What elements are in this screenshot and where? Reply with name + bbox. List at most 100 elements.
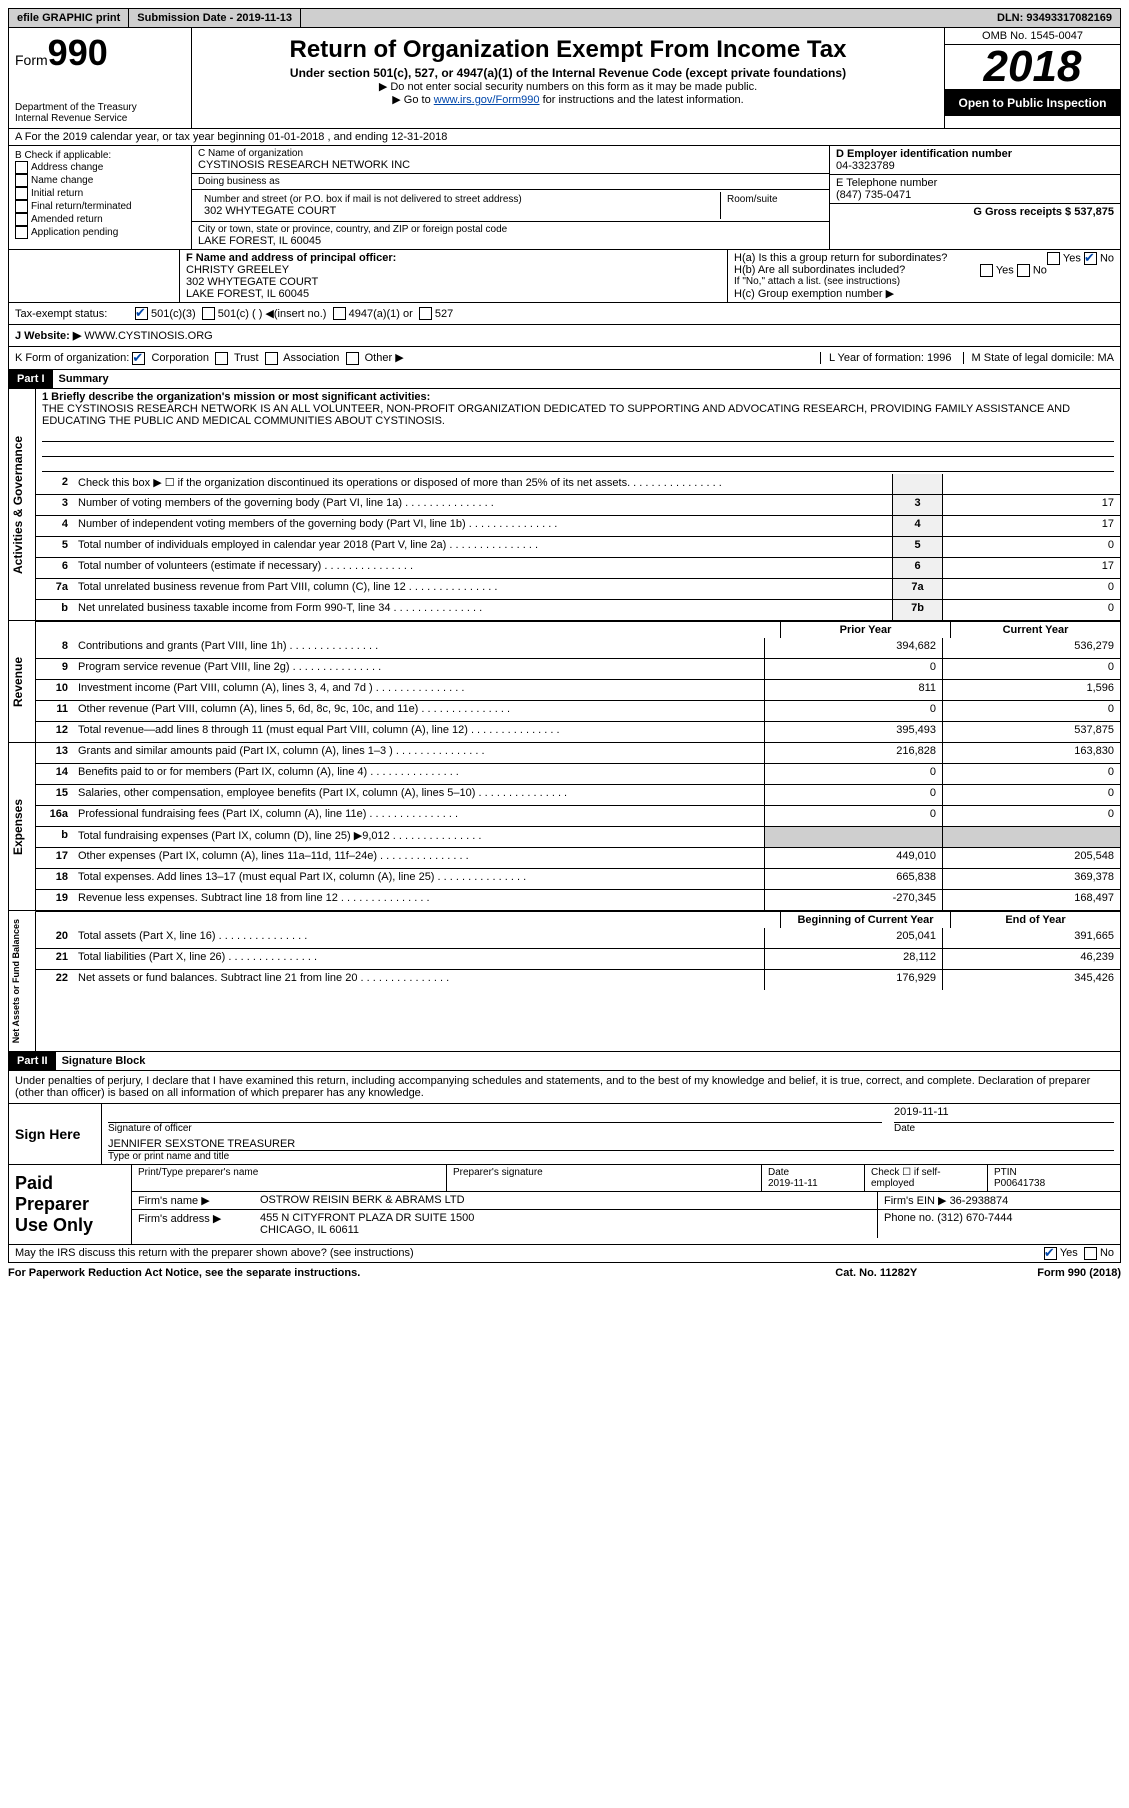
org-name: CYSTINOSIS RESEARCH NETWORK INC <box>198 159 823 171</box>
part2-title: Signature Block <box>62 1055 146 1067</box>
firm-phone: (312) 670-7444 <box>937 1212 1012 1224</box>
expenses-section: Expenses 13Grants and similar amounts pa… <box>8 743 1121 911</box>
dba-label: Doing business as <box>198 176 823 187</box>
prior-year-header: Prior Year <box>780 622 950 638</box>
room-suite-label: Room/suite <box>720 192 823 219</box>
end-year-header: End of Year <box>950 912 1120 928</box>
no-label-2: No <box>1033 264 1047 276</box>
gov-line: 5Total number of individuals employed in… <box>36 536 1120 557</box>
preparer-name-col: Print/Type preparer's name <box>132 1165 446 1191</box>
ha-yes-checkbox[interactable] <box>1047 252 1060 265</box>
preparer-date-col: Date 2019-11-11 <box>761 1165 864 1191</box>
gov-line: bNet unrelated business taxable income f… <box>36 599 1120 620</box>
irs-no-label: No <box>1100 1247 1114 1260</box>
side-activities: Activities & Governance <box>9 389 36 620</box>
notice-2: ▶ Go to www.irs.gov/Form990 for instruct… <box>198 93 938 106</box>
officer-name: CHRISTY GREELEY <box>186 264 721 276</box>
data-line: 10Investment income (Part VIII, column (… <box>36 679 1120 700</box>
side-expenses: Expenses <box>9 743 36 910</box>
address-change-checkbox[interactable] <box>15 161 28 174</box>
part1-header: Part I <box>9 370 53 388</box>
firm-addr-label: Firm's address ▶ <box>132 1210 254 1238</box>
calendar-year-row: A For the 2019 calendar year, or tax yea… <box>8 129 1121 146</box>
signature-section: Under penalties of perjury, I declare th… <box>8 1071 1121 1263</box>
current-year-header: Current Year <box>950 622 1120 638</box>
other-checkbox[interactable] <box>346 352 359 365</box>
final-return-checkbox[interactable] <box>15 200 28 213</box>
data-line: 9Program service revenue (Part VIII, lin… <box>36 658 1120 679</box>
initial-return-checkbox[interactable] <box>15 187 28 200</box>
part2-bar: Part II Signature Block <box>8 1052 1121 1071</box>
pending-label: Application pending <box>31 227 118 238</box>
data-line: 18Total expenses. Add lines 13–17 (must … <box>36 868 1120 889</box>
501c3-label: 501(c)(3) <box>151 308 196 320</box>
527-checkbox[interactable] <box>419 307 432 320</box>
state-domicile: M State of legal domicile: MA <box>963 352 1114 364</box>
section-b-label: B Check if applicable: <box>15 150 185 161</box>
h-b-note: If "No," attach a list. (see instruction… <box>734 276 1114 287</box>
form-title: Return of Organization Exempt From Incom… <box>198 36 938 64</box>
other-label: Other ▶ <box>365 352 404 364</box>
hb-yes-checkbox[interactable] <box>980 264 993 277</box>
yes-label: Yes <box>1063 252 1081 264</box>
corp-checkbox[interactable] <box>132 352 145 365</box>
sig-date-label: Date <box>894 1123 1114 1134</box>
phone-label: E Telephone number <box>836 177 1114 189</box>
sig-officer-label: Signature of officer <box>108 1123 882 1134</box>
ptin-col: PTIN P00641738 <box>987 1165 1120 1191</box>
officer-print-name: JENNIFER SEXSTONE TREASURER <box>108 1138 1114 1151</box>
name-change-checkbox[interactable] <box>15 174 28 187</box>
form-subtitle: Under section 501(c), 527, or 4947(a)(1)… <box>198 66 938 80</box>
firm-ein: 36-2938874 <box>950 1195 1009 1207</box>
cat-no: Cat. No. 11282Y <box>835 1267 917 1279</box>
street-address: 302 WHYTEGATE COURT <box>204 205 714 217</box>
firm-addr2: CHICAGO, IL 60611 <box>260 1224 871 1236</box>
submission-date: Submission Date - 2019-11-13 <box>129 9 301 27</box>
part1-bar: Part I Summary <box>8 370 1121 389</box>
identity-block: B Check if applicable: Address change Na… <box>8 146 1121 250</box>
city-value: LAKE FOREST, IL 60045 <box>198 235 823 247</box>
open-public-badge: Open to Public Inspection <box>945 90 1120 116</box>
city-label: City or town, state or province, country… <box>198 224 823 235</box>
activities-governance: Activities & Governance 1 Briefly descri… <box>8 389 1121 621</box>
firm-name-label: Firm's name ▶ <box>132 1192 254 1209</box>
pending-checkbox[interactable] <box>15 226 28 239</box>
4947-label: 4947(a)(1) or <box>349 308 413 320</box>
501c-label: 501(c) ( ) ◀(insert no.) <box>218 307 327 320</box>
data-line: 14Benefits paid to or for members (Part … <box>36 763 1120 784</box>
yes-label-2: Yes <box>996 264 1014 276</box>
name-change-label: Name change <box>31 175 93 186</box>
phone-value: (847) 735-0471 <box>836 189 1114 201</box>
perjury-decl: Under penalties of perjury, I declare th… <box>9 1071 1120 1103</box>
gov-line: 2Check this box ▶ ☐ if the organization … <box>36 474 1120 494</box>
dln: DLN: 93493317082169 <box>989 9 1120 27</box>
assoc-checkbox[interactable] <box>265 352 278 365</box>
data-line: 11Other revenue (Part VIII, column (A), … <box>36 700 1120 721</box>
irs-no-checkbox[interactable] <box>1084 1247 1097 1260</box>
officer-addr: 302 WHYTEGATE COURT <box>186 276 721 288</box>
form-ref: Form 990 (2018) <box>1037 1267 1121 1279</box>
sig-date: 2019-11-11 <box>894 1106 1114 1123</box>
irs-discuss-q: May the IRS discuss this return with the… <box>15 1247 1044 1260</box>
form990-link[interactable]: www.irs.gov/Form990 <box>434 94 540 106</box>
form-header: Form990 Department of the Treasury Inter… <box>8 28 1121 129</box>
firm-ein-label: Firm's EIN ▶ <box>884 1195 947 1207</box>
hb-no-checkbox[interactable] <box>1017 264 1030 277</box>
501c3-checkbox[interactable] <box>135 307 148 320</box>
website-value: WWW.CYSTINOSIS.ORG <box>84 330 212 342</box>
irs-yes-checkbox[interactable] <box>1044 1247 1057 1260</box>
side-netassets: Net Assets or Fund Balances <box>9 911 36 1051</box>
501c-checkbox[interactable] <box>202 307 215 320</box>
gross-receipts: G Gross receipts $ 537,875 <box>836 206 1114 218</box>
efile-label[interactable]: efile GRAPHIC print <box>9 9 129 27</box>
ha-no-checkbox[interactable] <box>1084 252 1097 265</box>
notice-2-post: for instructions and the latest informat… <box>540 94 744 106</box>
side-revenue: Revenue <box>9 621 36 742</box>
preparer-sig-col: Preparer's signature <box>446 1165 761 1191</box>
no-label: No <box>1100 252 1114 264</box>
officer-label: F Name and address of principal officer: <box>186 252 721 264</box>
4947-checkbox[interactable] <box>333 307 346 320</box>
h-b: H(b) Are all subordinates included? Yes … <box>734 264 1114 276</box>
amended-checkbox[interactable] <box>15 213 28 226</box>
trust-checkbox[interactable] <box>215 352 228 365</box>
